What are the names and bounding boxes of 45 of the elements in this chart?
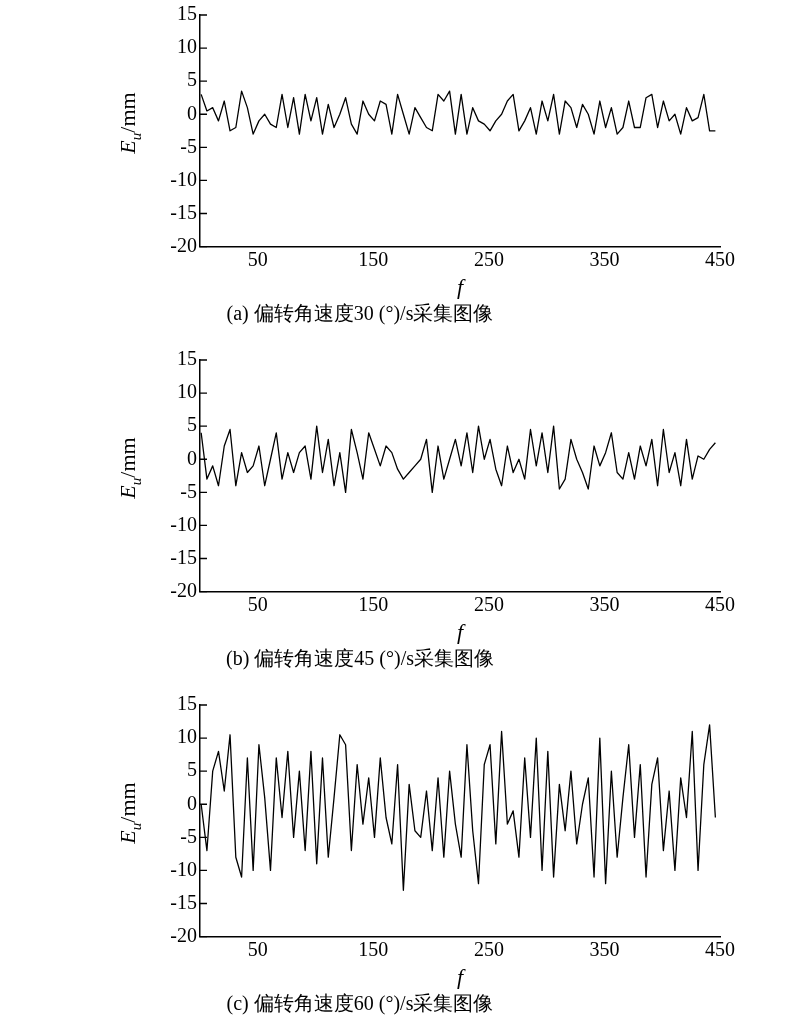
text: (c) 偏转角速度60 (°)/s采集图像 <box>226 992 494 1016</box>
text: (a) 偏转角速度30 (°)/s采集图像 <box>226 302 494 326</box>
x-tick-label: 250 <box>473 247 504 270</box>
x-tick-label: 350 <box>589 592 620 615</box>
y-tick-label: -5 <box>180 479 197 502</box>
x-tick-label: 450 <box>705 592 735 615</box>
y-tick-label: -10 <box>170 167 197 190</box>
x-tick-label: 50 <box>247 937 268 960</box>
y-tick-label: 0 <box>187 791 197 814</box>
y-tick-label: 5 <box>187 758 197 781</box>
x-tick-label: 350 <box>589 937 620 960</box>
y-tick-label: -5 <box>180 134 197 157</box>
x-tick-label: 150 <box>358 937 389 960</box>
x-tick-label: 250 <box>473 937 504 960</box>
y-tick-label: -15 <box>170 890 197 913</box>
y-tick-label: -20 <box>170 578 197 601</box>
x-axis-title: f <box>456 618 466 644</box>
y-tick-label: 10 <box>177 35 197 58</box>
x-axis-title: f <box>456 963 466 989</box>
y-tick-label: 0 <box>187 101 197 124</box>
y-tick-label: -5 <box>180 824 197 847</box>
y-tick-label: 5 <box>187 413 197 436</box>
y-tick-label: 15 <box>177 692 197 715</box>
y-tick-label: 15 <box>177 347 197 370</box>
y-tick-label: 0 <box>187 446 197 469</box>
y-tick-label: -20 <box>170 233 197 256</box>
y-tick-label: 10 <box>177 725 197 748</box>
x-tick-label: 350 <box>589 247 620 270</box>
y-tick-label: -10 <box>170 857 197 880</box>
y-tick-label: 5 <box>187 68 197 91</box>
text: (b) 偏转角速度45 (°)/s采集图像 <box>226 647 494 671</box>
y-tick-label: 15 <box>177 2 197 25</box>
x-axis-title: f <box>456 273 466 299</box>
x-tick-label: 450 <box>705 937 735 960</box>
y-tick-label: -10 <box>170 512 197 535</box>
x-tick-label: 150 <box>358 592 389 615</box>
x-tick-label: 50 <box>247 247 268 270</box>
y-tick-label: -15 <box>170 545 197 568</box>
x-tick-label: 150 <box>358 247 389 270</box>
y-tick-label: -20 <box>170 923 197 946</box>
x-tick-label: 50 <box>247 592 268 615</box>
y-tick-label: 10 <box>177 380 197 403</box>
y-tick-label: -15 <box>170 200 197 223</box>
x-tick-label: 250 <box>473 592 504 615</box>
x-tick-label: 450 <box>705 247 735 270</box>
